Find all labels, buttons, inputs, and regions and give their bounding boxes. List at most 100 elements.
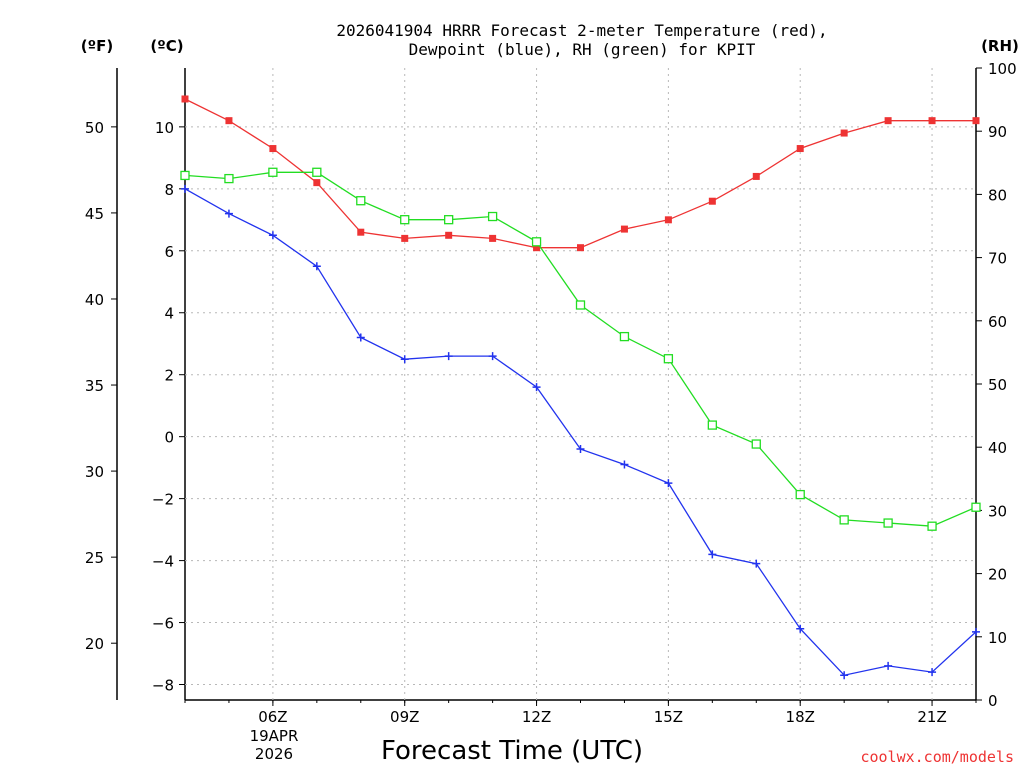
dewpoint-point [312,262,321,271]
rh-point [663,354,674,364]
celsius-tick-label: −6 [152,615,174,633]
temperature-point [533,244,541,252]
fahrenheit-tick-label: 50 [85,119,104,137]
fahrenheit-tick-label: 45 [85,205,104,223]
dewpoint-point [796,624,805,633]
rh-point [795,489,805,500]
dewpoint-point [268,231,277,240]
x-tick-label: 15Z [654,708,683,726]
temperature-point [357,228,365,236]
rh-point [487,211,498,222]
temperature-point [972,117,980,125]
rh-tick-label: 40 [988,439,1007,457]
credit-text: coolwx.com/models [860,748,1014,766]
dewpoint-point [664,479,673,488]
temperature-point [489,234,497,242]
celsius-tick-label: 10 [155,119,174,137]
rh-point [224,173,234,184]
rh-point [883,518,893,528]
x-tick-label: 06Z [258,708,287,726]
temperature-point [928,117,936,125]
rh-tick-label: 70 [988,250,1007,268]
dewpoint-point [488,352,497,361]
temperature-point [269,145,277,153]
celsius-tick-label: 8 [164,181,174,199]
dewpoint-point [884,661,893,670]
x-tick-label: 21Z [917,708,946,726]
dewpoint-point [576,445,585,454]
chart-title-line2: Dewpoint (blue), RH (green) for KPIT [409,40,756,59]
rh-point [707,420,717,430]
dewpoint-point [400,355,409,364]
rh-tick-label: 10 [988,629,1007,647]
dewpoint-point [972,627,980,636]
temperature-point [577,244,584,252]
dewpoint-point [752,559,761,568]
rh-point [927,521,937,531]
date-year-label: 2026 [255,745,293,763]
temperature-point [313,179,321,187]
temperature-point [708,197,716,205]
rh-tick-label: 90 [988,123,1007,141]
fahrenheit-tick-label: 40 [85,291,104,309]
celsius-tick-label: −8 [152,677,174,695]
rh-point [312,167,322,177]
x-axis-label: Forecast Time (UTC) [381,736,643,766]
temperature-point [752,172,760,180]
rh-tick-label: 60 [988,313,1007,331]
celsius-tick-label: −2 [152,491,174,509]
series-layer [180,95,981,680]
temperature-point [401,234,409,242]
fahrenheit-tick-label: 25 [85,549,104,567]
rh-point [356,196,366,206]
fahrenheit-tick-label: 30 [85,463,104,481]
rh-point [268,167,278,177]
rh-tick-label: 30 [988,502,1007,520]
rh-tick-label: 100 [988,60,1017,78]
celsius-tick-label: −4 [152,553,174,571]
rh-point [400,215,410,225]
temperature-point [884,117,892,125]
dewpoint-point [840,671,849,680]
x-tick-label: 09Z [390,708,419,726]
dewpoint-point [928,668,937,677]
celsius-tick-label: 6 [164,243,174,261]
dewpoint-point [708,550,717,559]
dewpoint-point [181,184,189,193]
dewpoint-point [224,209,233,218]
celsius-tick-label: 0 [164,429,174,447]
rh-tick-label: 0 [988,692,998,710]
temperature-point [664,216,672,224]
rh-point [839,515,849,525]
rh-tick-label: 20 [988,566,1007,584]
fahrenheit-tick-label: 20 [85,635,104,653]
celsius-tick-label: 4 [164,305,174,323]
rh-unit-label: (RH) [981,37,1019,55]
celsius-tick-label: 2 [164,367,174,385]
x-tick-label: 12Z [522,708,551,726]
temperature-point [840,129,848,137]
temperature-point [796,145,804,153]
chart-title-line1: 2026041904 HRRR Forecast 2-meter Tempera… [336,21,827,40]
x-tick-label: 18Z [786,708,815,726]
fahrenheit-unit-label: (ºF) [81,37,113,55]
temperature-point [620,225,628,233]
rh-point [751,439,761,449]
rh-point [180,170,190,181]
temperature-point [181,95,189,103]
axis-ticks: 06Z 09Z 12Z 15Z 18Z 21Z −8 −6 −4 −2 0 2 4 6 8 10 20 25 30 3… [85,60,1017,726]
rh-tick-label: 50 [988,376,1007,394]
rh-point [575,300,586,310]
temperature-point [225,117,233,125]
temperature-point [445,231,453,239]
rh-point [619,331,630,342]
dewpoint-point [356,333,365,342]
rh-point [971,502,981,512]
rh-point [444,215,454,225]
celsius-unit-label: (ºC) [150,37,183,55]
rh-point [531,237,542,247]
date-day-label: 19APR [250,727,299,745]
dewpoint-point [620,460,629,469]
